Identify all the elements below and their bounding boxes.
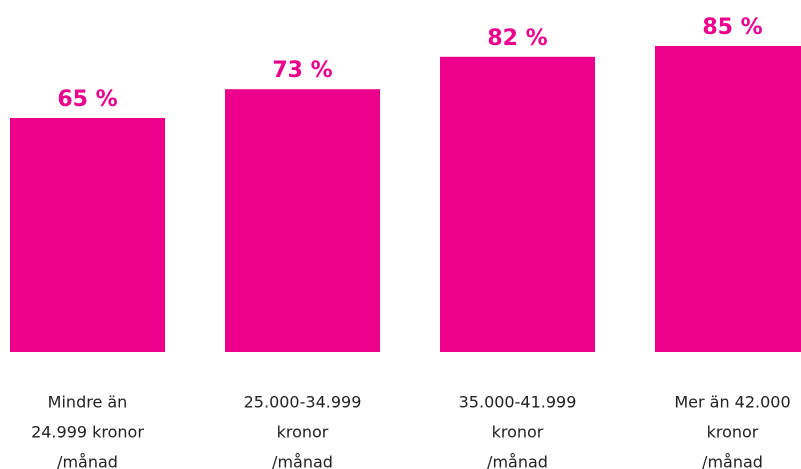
x-tick-label: 35.000-41.999 bbox=[459, 393, 577, 412]
x-tick-label: /månad bbox=[272, 453, 333, 469]
value-label: 82 % bbox=[487, 26, 547, 51]
x-tick-label: 24.999 kronor bbox=[31, 423, 144, 442]
x-tick-label: Mer än 42.000 bbox=[674, 393, 790, 412]
x-tick-label: kronor bbox=[277, 423, 329, 442]
x-tick-label: /månad bbox=[702, 453, 763, 469]
bar bbox=[10, 118, 165, 352]
x-tick-label: kronor bbox=[492, 423, 544, 442]
value-label: 73 % bbox=[272, 58, 332, 83]
value-label: 65 % bbox=[57, 87, 117, 112]
bar bbox=[440, 56, 595, 353]
x-tick-label: kronor bbox=[707, 423, 759, 442]
bar bbox=[655, 46, 801, 352]
bar bbox=[225, 89, 380, 352]
x-tick-label: /månad bbox=[57, 453, 118, 469]
x-tick-label: 25.000-34.999 bbox=[244, 393, 362, 412]
x-tick-label: Mindre än bbox=[48, 393, 128, 412]
value-label: 85 % bbox=[702, 15, 762, 40]
x-tick-label: /månad bbox=[487, 453, 548, 469]
